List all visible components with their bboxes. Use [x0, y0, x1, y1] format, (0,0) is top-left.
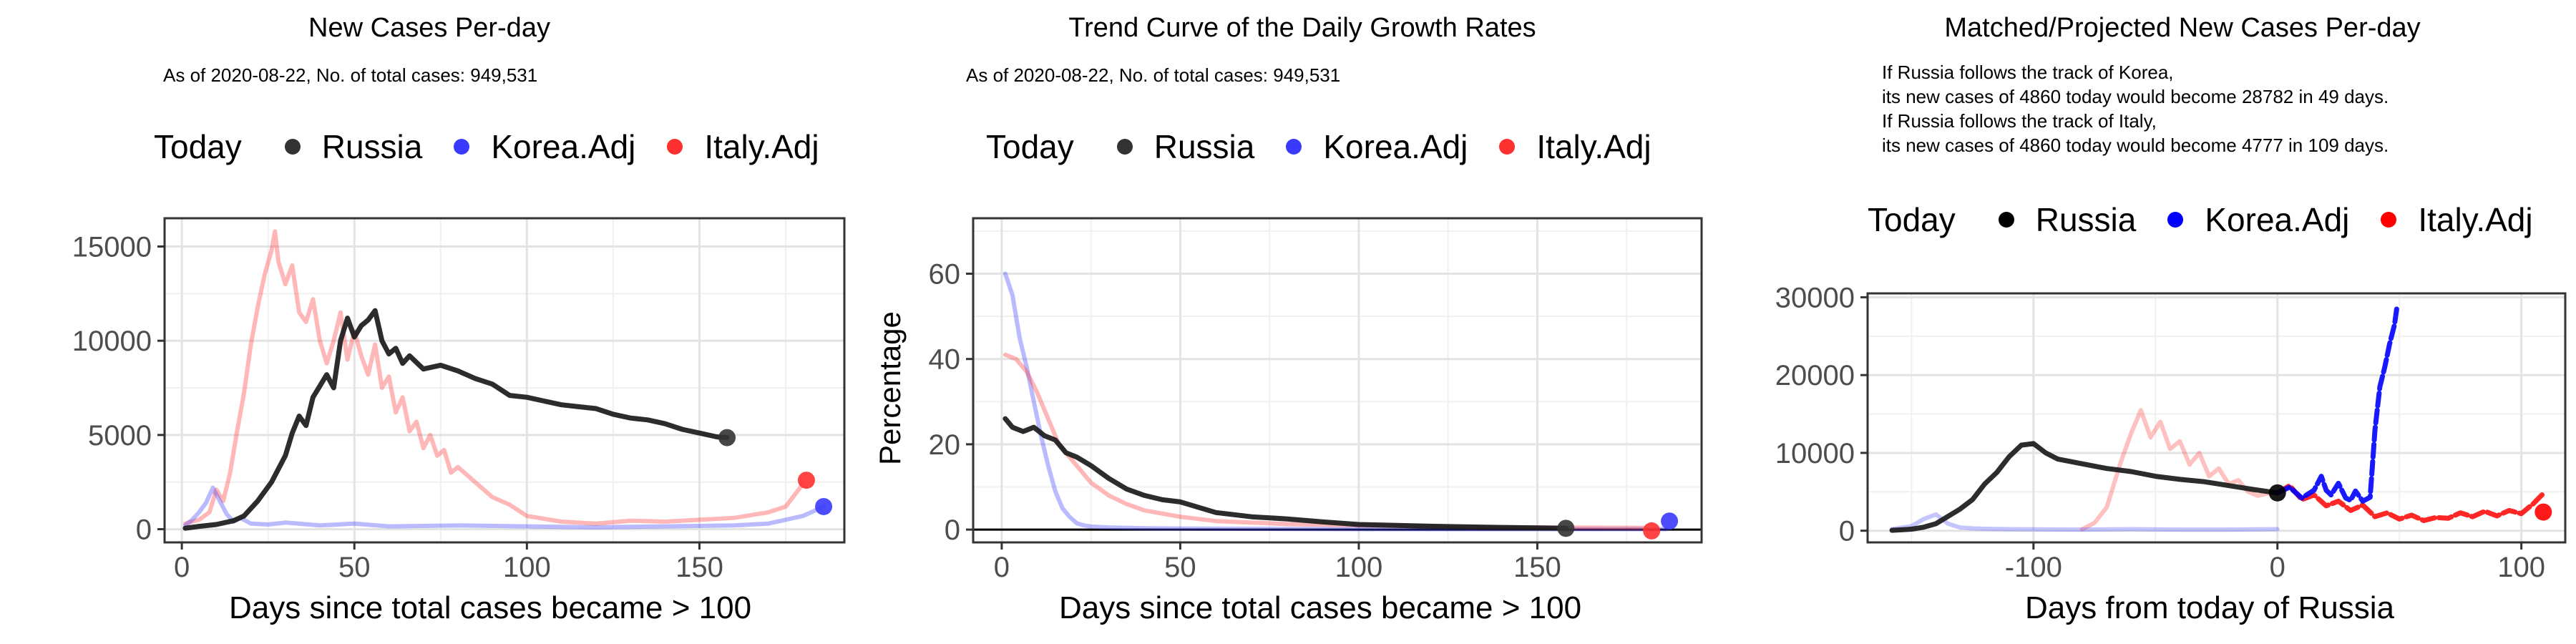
plot-border: [972, 217, 1703, 544]
y-tick-label: 0: [1839, 516, 1855, 547]
plot-area: -100 0 100 0 10000 20000 30000: [1775, 282, 2567, 583]
x-tick-label: 150: [1513, 552, 1561, 583]
x-axis-label: Days from today of Russia: [2025, 590, 2394, 625]
legend-item-russia: Russia: [1116, 127, 1254, 166]
y-tick-label: 40: [929, 344, 961, 376]
legend-title: Today: [986, 128, 1074, 165]
y-tick-label: 10000: [72, 326, 152, 357]
legend-dot-icon: [2167, 212, 2184, 228]
series-line-russia: [1889, 441, 2280, 533]
endpoint-marker-russia: [1557, 519, 1575, 537]
y-tick-label: 5000: [88, 420, 152, 452]
legend-dot-icon: [1499, 139, 1516, 155]
plot-background: [973, 218, 1702, 542]
plot-area: 0 50 100 150 0 5000 10000 15000: [72, 217, 846, 583]
y-tick-label: 10000: [1775, 438, 1855, 469]
chart-title: Matched/Projected New Cases Per-day: [1944, 13, 2421, 43]
x-tick-label: 100: [1335, 552, 1383, 583]
legend-item-korea: Korea.Adj: [2167, 200, 2349, 239]
endpoint-marker-russia: [718, 429, 736, 447]
x-tick-label: 0: [174, 552, 190, 583]
legend-item-russia: Russia: [284, 127, 422, 166]
legend-title: Today: [1868, 201, 1956, 238]
legend-item-korea: Korea.Adj: [1286, 127, 1468, 166]
series-line-russia: [1002, 416, 1568, 531]
panel-projected: Matched/Projected New Cases Per-day If R…: [1717, 0, 2576, 644]
legend-dot-icon: [1998, 212, 2014, 228]
endpoint-marker-korea-adj: [815, 497, 833, 515]
x-tick-label: 100: [503, 552, 551, 583]
y-tick-label: 20000: [1775, 360, 1855, 391]
legend: Today Russia Korea.Adj Italy.Adj: [986, 127, 1683, 166]
y-tick-label: 0: [945, 514, 960, 546]
x-tick-label: 150: [675, 552, 723, 583]
legend-dot-icon: [454, 139, 470, 155]
x-tick-label: 0: [994, 552, 1010, 583]
y-axis-label: Percentage: [873, 311, 907, 465]
x-axis-label: Days since total cases became > 100: [1059, 590, 1582, 625]
endpoint-marker-italy-adj: [1643, 522, 1661, 540]
note-line: If Russia follows the track of Korea,: [1882, 62, 2174, 83]
series-line-korea-adj: [1002, 271, 1669, 532]
x-tick-label: 100: [2497, 552, 2545, 583]
legend-item-russia: Russia: [1998, 200, 2136, 239]
legend-dot-icon: [284, 139, 301, 155]
panel-new-cases: New Cases Per-day As of 2020-08-22, No. …: [0, 0, 859, 644]
x-tick-label: 50: [338, 552, 371, 583]
series-line-korea-adj-projected: [2275, 304, 2400, 504]
endpoint-marker-italy-adj: [2534, 503, 2552, 521]
y-tick-label: 20: [929, 429, 961, 461]
x-tick-label: 50: [1164, 552, 1196, 583]
legend-item-italy: Italy.Adj: [667, 127, 819, 166]
chart-subtitle: As of 2020-08-22, No. of total cases: 94…: [966, 64, 1341, 86]
plot-border: [163, 217, 846, 544]
legend-dot-icon: [667, 139, 683, 155]
panel-growth-rates: Trend Curve of the Daily Growth Rates As…: [859, 0, 1717, 644]
series-line-korea-adj: [182, 485, 826, 530]
legend-item-italy: Italy.Adj: [2381, 200, 2533, 239]
endpoint-marker-russia: [2268, 484, 2286, 502]
endpoint-marker-italy-adj: [797, 472, 815, 489]
series-line-italy-adj: [182, 229, 806, 526]
y-tick-label: 15000: [72, 232, 152, 263]
chart-title: New Cases Per-day: [308, 13, 550, 43]
plot-background: [165, 218, 844, 542]
x-tick-label: 0: [2270, 552, 2285, 583]
y-tick-label: 0: [136, 514, 152, 546]
series-line-korea-adj-history: [1890, 512, 2280, 532]
legend-item-korea: Korea.Adj: [454, 127, 635, 166]
series-line-russia: [182, 308, 730, 531]
legend: Today Russia Korea.Adj Italy.Adj: [154, 127, 851, 166]
chart-subtitle: As of 2020-08-22, No. of total cases: 94…: [163, 64, 538, 86]
x-tick-label: -100: [2005, 552, 2062, 583]
legend-dot-icon: [2381, 212, 2397, 228]
y-tick-label: 30000: [1775, 282, 1855, 313]
note-line: its new cases of 4860 today would become…: [1882, 135, 2389, 156]
plot-area: 0 50 100 150 0 20 40 60: [929, 217, 1703, 583]
x-axis-label: Days since total cases became > 100: [229, 590, 752, 625]
series-line-italy-adj-projected: [2275, 483, 2546, 523]
legend-dot-icon: [1286, 139, 1302, 155]
note-line: If Russia follows the track of Italy,: [1882, 110, 2157, 132]
legend-dot-icon: [1116, 139, 1133, 155]
legend-item-italy: Italy.Adj: [1499, 127, 1652, 166]
legend: Today Russia Korea.Adj Italy.Adj: [1868, 200, 2565, 239]
chart-title: Trend Curve of the Daily Growth Rates: [1068, 13, 1536, 43]
endpoint-marker-korea-adj: [1661, 512, 1679, 530]
plot-background: [1868, 293, 2565, 542]
legend-title: Today: [154, 128, 242, 165]
y-tick-label: 60: [929, 258, 961, 290]
note-line: its new cases of 4860 today would become…: [1882, 86, 2389, 107]
plot-border: [1866, 292, 2567, 544]
